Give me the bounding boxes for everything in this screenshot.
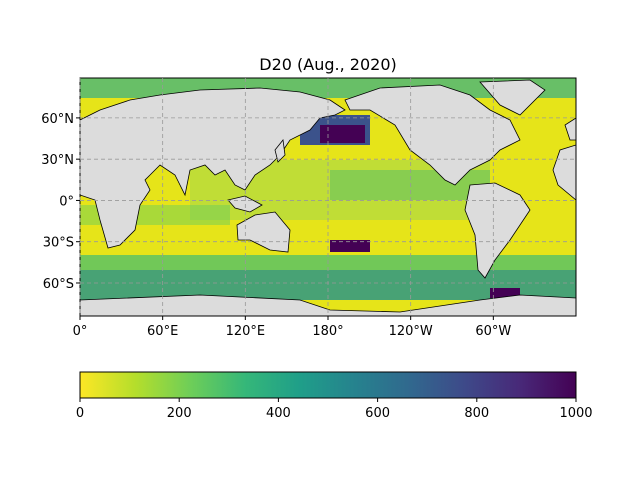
x-tick-label: 120°E [226, 324, 266, 339]
land [464, 182, 531, 279]
land [80, 87, 346, 249]
ocean-field [330, 240, 370, 252]
land [552, 144, 576, 201]
x-tick-label: 60°E [147, 324, 178, 339]
land [344, 84, 521, 186]
ocean-field [320, 125, 365, 143]
land [479, 79, 546, 116]
y-tick-label: 0° [59, 194, 74, 209]
x-tick-label: 120°W [389, 324, 433, 339]
chart-title: D20 (Aug., 2020) [259, 55, 396, 74]
x-tick-label: 0° [73, 324, 88, 339]
land [274, 139, 286, 163]
y-tick-label: 30°N [41, 153, 74, 168]
colorbar-tick-label: 800 [464, 406, 489, 421]
colorbar-tick-label: 200 [167, 406, 192, 421]
colorbar-tick-label: 400 [266, 406, 291, 421]
colorbar-tick-label: 600 [365, 406, 390, 421]
land [80, 294, 576, 316]
x-tick-label: 60°W [475, 324, 511, 339]
colorbar-tick-label: 1000 [559, 406, 592, 421]
y-tick-label: 30°S [43, 236, 74, 251]
ocean-field [490, 288, 520, 298]
land [564, 117, 576, 141]
colorbar-tick-label: 0 [76, 406, 84, 421]
y-tick-label: 60°N [41, 112, 74, 127]
y-tick-label: 60°S [43, 277, 74, 292]
colorbar [79, 371, 577, 399]
x-tick-label: 180° [312, 324, 343, 339]
